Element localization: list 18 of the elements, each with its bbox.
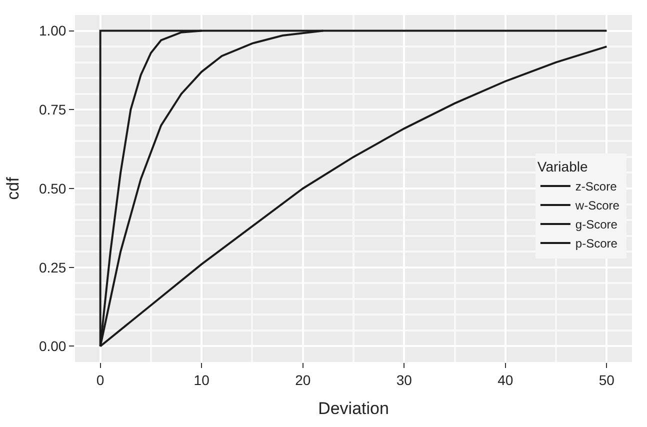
legend-title: Variable <box>537 158 588 175</box>
y-axis-title: cdf <box>4 176 22 200</box>
y-tick-label: 0.50 <box>38 180 66 196</box>
x-axis-title: Deviation <box>318 399 389 418</box>
legend-label: g-Score <box>575 218 618 232</box>
x-tick-label: 50 <box>598 372 615 388</box>
y-tick-label: 0.00 <box>38 338 66 354</box>
x-tick-label: 30 <box>396 372 412 388</box>
legend-label: z-Score <box>575 180 618 194</box>
x-tick-label: 10 <box>194 372 210 388</box>
legend-label: w-Score <box>574 198 620 213</box>
y-tick-label: 0.75 <box>38 102 66 118</box>
x-tick-label: 0 <box>96 372 104 388</box>
legend-label: p-Score <box>575 236 618 251</box>
x-tick-label: 40 <box>498 372 514 388</box>
y-tick-label: 0.25 <box>38 259 66 276</box>
x-tick-label: 20 <box>295 372 311 388</box>
y-tick-label: 1.00 <box>38 22 66 39</box>
